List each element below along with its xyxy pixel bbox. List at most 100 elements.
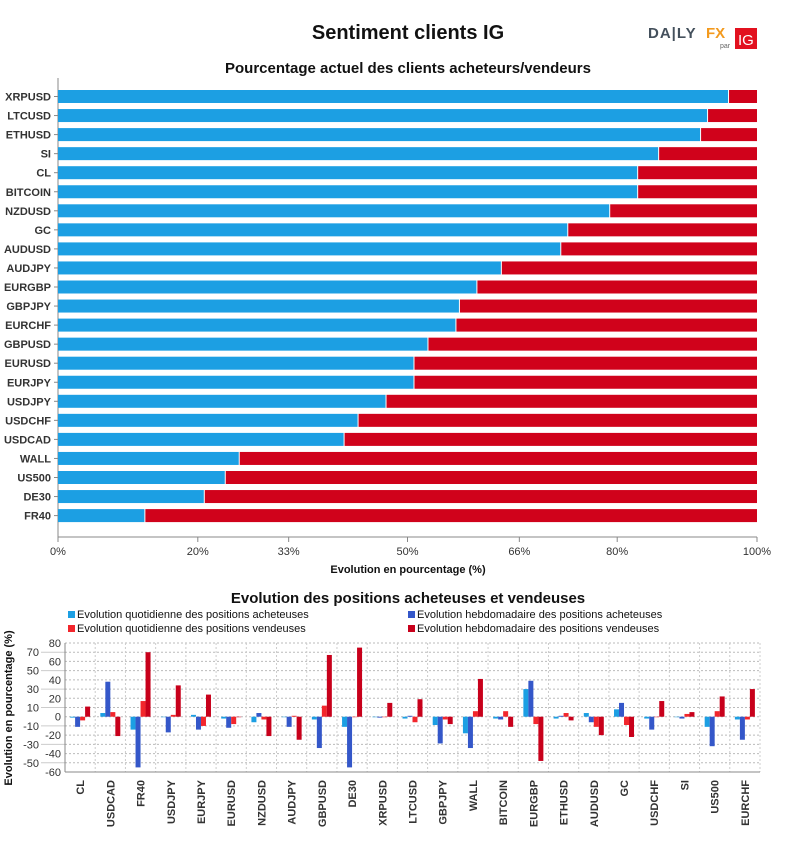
y-tick-label: EURUSD (5, 358, 52, 370)
bar (593, 716, 599, 727)
bar (205, 694, 211, 717)
sell-bar (459, 299, 757, 313)
x-tick-label: ETHUSD (559, 780, 571, 825)
buy-bar (58, 204, 610, 218)
legend-label: Evolution quotidienne des positions ache… (77, 609, 309, 621)
bar (619, 702, 625, 717)
y-tick-label: 20 (49, 693, 61, 705)
bar (342, 716, 348, 727)
bar (231, 716, 237, 725)
bar (467, 716, 473, 749)
y-tick-label: WALL (20, 453, 51, 465)
svg-text:par: par (720, 43, 731, 50)
y-tick-label: USDCAD (4, 434, 51, 446)
bar (326, 654, 332, 717)
bar (714, 711, 720, 717)
bar (70, 716, 76, 718)
buy-bar (58, 394, 386, 408)
x-tick-label: 66% (508, 546, 530, 558)
bar (523, 689, 529, 717)
x-tick-label: AUDUSD (589, 780, 601, 827)
sell-bar (568, 223, 757, 237)
y-tick-label: NZDUSD (5, 206, 51, 218)
bar (614, 709, 620, 717)
bar (221, 716, 227, 719)
x-tick-label: BITCOIN (498, 780, 510, 825)
sell-bar (729, 90, 757, 103)
bar (296, 716, 302, 740)
bar (85, 706, 91, 717)
y-tick-label: GC (35, 225, 52, 237)
y-tick-label: -60 (45, 767, 61, 779)
bar (200, 716, 206, 726)
legend-item-weekly-sell[interactable]: Evolution hebdomadaire des positions ven… (408, 623, 659, 636)
bar (649, 716, 655, 730)
bar (266, 716, 272, 737)
x-tick-label: USDCHF (649, 780, 661, 826)
legend-item-daily-sell[interactable]: Evolution quotidienne des positions vend… (68, 623, 306, 636)
y-tick-label: US500 (17, 473, 51, 485)
bar (719, 696, 725, 717)
bar (261, 716, 267, 720)
y-tick-label: EURGBP (4, 282, 51, 294)
buy-bar (58, 261, 501, 275)
bar (347, 716, 353, 768)
bar (291, 715, 297, 717)
y-tick-label: 70 (27, 647, 39, 659)
y-tick-label: 80 (49, 638, 61, 650)
x-tick-label: USDCAD (105, 780, 117, 827)
bar (684, 713, 690, 717)
buy-bar (58, 509, 145, 523)
buy-bar (58, 242, 561, 256)
buy-bar (58, 337, 428, 351)
x-tick-label: US500 (710, 780, 722, 814)
y-tick-label: USDCHF (5, 415, 51, 427)
y-tick-label: GBPUSD (4, 339, 51, 351)
sell-bar (456, 318, 757, 332)
y-axis-label: Evolution en pourcentage (%) (3, 630, 15, 786)
bar (402, 716, 408, 719)
buy-bar (58, 109, 708, 123)
bar (352, 716, 358, 718)
y-tick-label: AUDUSD (4, 244, 51, 256)
legend-label: Evolution quotidienne des positions vend… (77, 623, 306, 635)
legend-item-weekly-buy[interactable]: Evolution hebdomadaire des positions ach… (408, 609, 662, 622)
y-tick-label: -10 (23, 721, 39, 733)
x-tick-label: 100% (743, 546, 771, 558)
bar (195, 716, 201, 730)
bar (432, 716, 438, 726)
buy-bar (58, 356, 414, 370)
page-title: Sentiment clients IG (311, 22, 505, 44)
x-tick-label: XRPUSD (377, 780, 389, 826)
bar (437, 716, 443, 744)
y-tick-label: -40 (45, 749, 61, 761)
bar (538, 716, 544, 761)
buy-bar (58, 147, 659, 161)
y-tick-label: 30 (27, 684, 39, 696)
legend-item-daily-buy[interactable]: Evolution quotidienne des positions ache… (68, 609, 309, 622)
bar (493, 716, 499, 719)
sell-bar (204, 490, 758, 504)
bar (739, 716, 745, 740)
y-tick-label: -20 (45, 730, 61, 742)
bar (689, 712, 695, 717)
sell-bar (386, 394, 757, 408)
legend-label: Evolution hebdomadaire des positions ven… (417, 623, 660, 635)
bar (528, 680, 534, 717)
x-tick-label: USDJPY (166, 779, 178, 824)
x-tick-label: NZDUSD (256, 780, 268, 826)
bar (140, 701, 146, 717)
bar (357, 647, 363, 717)
bar (674, 716, 680, 718)
bar (377, 716, 383, 718)
bar (553, 716, 559, 719)
sell-bar (708, 109, 757, 123)
sell-bar (344, 432, 757, 446)
bar (644, 716, 650, 719)
buy-bar (58, 280, 477, 294)
bar (588, 716, 594, 723)
bar (654, 716, 660, 718)
sell-bar (501, 261, 757, 275)
bar (659, 701, 665, 717)
x-tick-label: 33% (278, 546, 300, 558)
